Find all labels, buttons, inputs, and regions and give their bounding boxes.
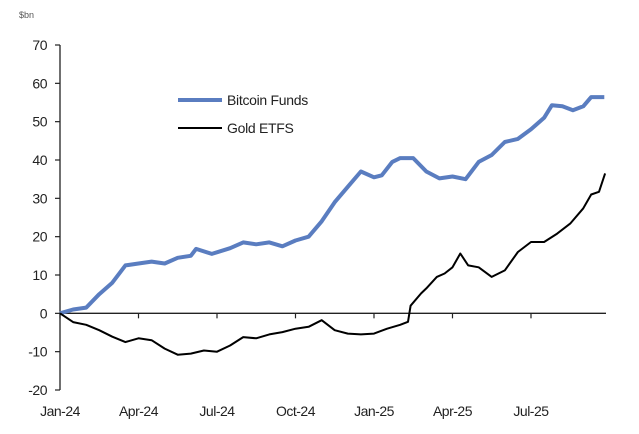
y-tick-label: 40: [32, 152, 47, 168]
y-tick-label: -20: [28, 382, 47, 398]
unit-label: $bn: [19, 10, 34, 20]
x-tick-label: Jan-25: [354, 403, 395, 419]
legend-label-gold-etfs: Gold ETFS: [227, 120, 294, 136]
y-tick-label: -10: [28, 344, 47, 360]
series-lines: [59, 95, 607, 356]
y-tick-label: 0: [40, 305, 48, 321]
y-tick-label: 60: [32, 75, 47, 91]
legend-label-bitcoin-funds: Bitcoin Funds: [227, 92, 308, 108]
x-tick-label: Apr-25: [433, 403, 473, 419]
x-tick-label: Jul-25: [513, 403, 549, 419]
x-axis: Jan-24 Apr-24 Jul-24 Oct-24 Jan-25 Apr-25 Jul-…: [40, 312, 606, 419]
y-axis: 70 60 50 40 30 20 10 0 -10 -20: [28, 37, 61, 398]
series-line-bitcoin-funds: [59, 95, 605, 316]
x-tick-label: Oct-24: [276, 403, 316, 419]
x-tick-label: Apr-24: [119, 403, 159, 419]
x-tick-label: Jul-24: [199, 403, 235, 419]
y-tick-label: 50: [32, 114, 47, 130]
y-tick-label: 20: [32, 229, 47, 245]
legend: Bitcoin Funds Gold ETFS: [178, 92, 309, 136]
x-tick-label: Jan-24: [40, 403, 81, 419]
y-tick-label: 30: [32, 190, 47, 206]
y-tick-label: 70: [32, 37, 47, 53]
series-line-gold-etfs: [59, 173, 607, 356]
y-tick-label: 10: [32, 267, 47, 283]
